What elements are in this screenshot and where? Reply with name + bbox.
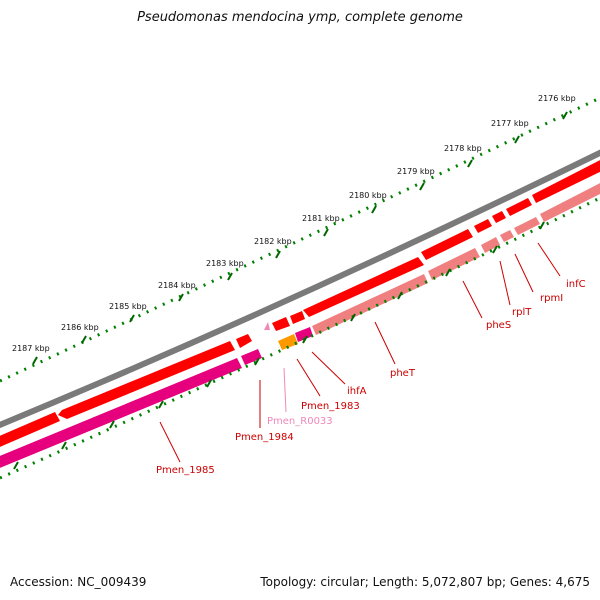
scale-label: 2184 kbp bbox=[158, 281, 196, 290]
gene-block bbox=[0, 358, 242, 468]
gene-block bbox=[303, 257, 424, 317]
gene-label: infC bbox=[566, 279, 586, 290]
rna-marker bbox=[264, 322, 270, 330]
genome-summary-text: Topology: circular; Length: 5,072,807 bp… bbox=[260, 575, 590, 589]
accession-text: Accession: NC_009439 bbox=[10, 575, 147, 589]
scale-label: 2181 kbp bbox=[302, 214, 340, 223]
gene-block bbox=[540, 183, 600, 222]
outer-major-ticks bbox=[32, 111, 568, 365]
scale-labels: 2176 kbp 2177 kbp 2178 kbp 2179 kbp 2180… bbox=[12, 94, 576, 353]
gene-block bbox=[58, 341, 235, 419]
gene-block bbox=[0, 412, 60, 447]
gene-label: rplT bbox=[512, 307, 532, 318]
gene-block bbox=[278, 334, 298, 350]
gene-label: Pmen_1984 bbox=[235, 432, 294, 443]
scale-label: 2182 kbp bbox=[254, 237, 292, 246]
gene-block bbox=[481, 237, 500, 253]
gene-block bbox=[241, 349, 262, 365]
gene-label: rpmI bbox=[540, 293, 563, 304]
inner-major-ticks bbox=[13, 221, 545, 470]
gene-block bbox=[421, 229, 473, 260]
scale-label: 2178 kbp bbox=[444, 144, 482, 153]
gene-label: ihfA bbox=[347, 386, 367, 397]
gene-block bbox=[492, 211, 506, 223]
gene-label: Pmen_1985 bbox=[156, 465, 215, 476]
gene-block bbox=[532, 160, 600, 203]
gene-label: Pmen_1983 bbox=[301, 401, 360, 412]
gene-block bbox=[272, 317, 290, 331]
gene-label: pheS bbox=[486, 320, 511, 331]
map-title: Pseudomonas mendocina ymp, complete geno… bbox=[137, 10, 463, 25]
gene-label: pheT bbox=[390, 368, 416, 379]
gene-block bbox=[295, 327, 313, 342]
gene-block bbox=[474, 219, 492, 233]
scale-label: 2180 kbp bbox=[349, 191, 387, 200]
gene-block bbox=[500, 230, 514, 242]
gene-labels: infC rpmI rplT pheS pheT ihfA Pmen_1983 … bbox=[156, 279, 586, 476]
gene-block bbox=[312, 274, 428, 335]
leader-line-rna bbox=[283, 367, 287, 413]
gene-block bbox=[236, 334, 252, 348]
gene-block bbox=[428, 248, 480, 280]
scale-label: 2177 kbp bbox=[491, 119, 529, 128]
gene-block bbox=[290, 311, 305, 324]
scale-label: 2183 kbp bbox=[206, 259, 244, 268]
scale-label: 2187 kbp bbox=[12, 344, 50, 353]
genome-backbone bbox=[0, 149, 600, 429]
leader-lines bbox=[159, 242, 561, 463]
scale-label: 2186 kbp bbox=[61, 323, 99, 332]
reverse-strand bbox=[0, 183, 600, 468]
inner-scale-dots bbox=[0, 196, 600, 480]
gene-block bbox=[514, 217, 540, 235]
scale-label: 2185 kbp bbox=[109, 302, 147, 311]
scale-label: 2176 kbp bbox=[538, 94, 576, 103]
scale-label: 2179 kbp bbox=[397, 167, 435, 176]
gene-block bbox=[506, 198, 532, 216]
gene-label: Pmen_R0033 bbox=[267, 416, 333, 427]
forward-strand bbox=[0, 160, 600, 447]
